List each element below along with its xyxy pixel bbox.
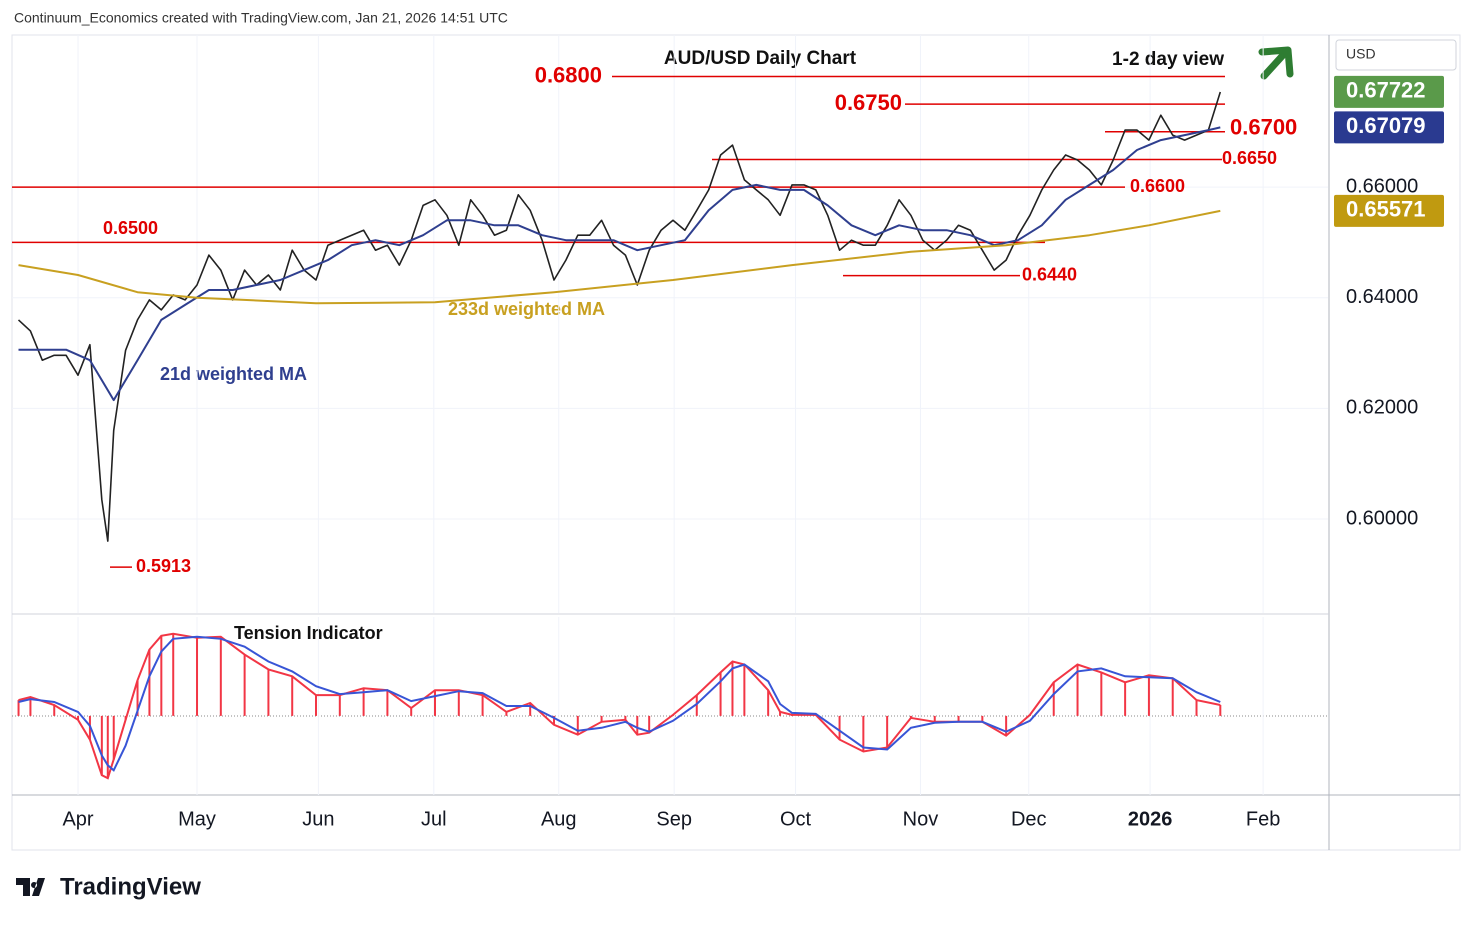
logo-text: TradingView	[60, 873, 201, 900]
y-tick-label: 0.60000	[1346, 507, 1418, 529]
x-tick-label: Nov	[903, 808, 939, 830]
currency: USD	[1346, 46, 1376, 62]
indicator-line	[18, 632, 1221, 780]
level-label: 0.6650	[1222, 148, 1277, 168]
x-tick-label: Jun	[302, 808, 334, 830]
tradingview-logo: TradingView	[16, 873, 201, 900]
chart-title: AUD/USD Daily Chart	[664, 48, 857, 69]
level-label: 0.6500	[103, 218, 158, 238]
price-tag-label: 0.67722	[1346, 78, 1426, 103]
x-tick-label: Sep	[656, 808, 692, 830]
ma21-label: 21d weighted MA	[160, 364, 307, 384]
x-tick-label: Feb	[1246, 808, 1280, 830]
price-tag	[1334, 194, 1444, 227]
indicator-line	[18, 635, 1221, 772]
level-label: 0.6800	[535, 62, 602, 87]
price-tag	[1334, 111, 1444, 144]
price-line	[17, 91, 1222, 542]
header: Continuum_Economics created with Trading…	[14, 10, 508, 26]
indicator-title: Tension Indicator	[234, 623, 383, 643]
view-arrow	[1258, 46, 1294, 80]
currency-box	[1335, 39, 1457, 71]
level-label: 0.6700	[1230, 115, 1297, 140]
level-label: 0.6750	[835, 90, 902, 115]
y-tick-label: 0.66000	[1346, 175, 1418, 197]
ma233-label: 233d weighted MA	[448, 299, 605, 319]
x-tick-label: Apr	[62, 808, 93, 830]
y-tick-label: 0.62000	[1346, 397, 1418, 419]
view-label: 1-2 day view	[1112, 49, 1224, 70]
price-tag-label: 0.65571	[1346, 197, 1426, 222]
price-tag-label: 0.67079	[1346, 113, 1426, 138]
x-tick-label: Dec	[1011, 808, 1047, 830]
level-label: 0.5913	[136, 556, 191, 576]
ma-line	[18, 209, 1221, 305]
frame	[11, 34, 1461, 851]
ma-line	[18, 126, 1221, 402]
level-label: 0.6600	[1130, 176, 1185, 196]
level-label: 0.6440	[1022, 264, 1077, 284]
x-tick-label: Jul	[421, 808, 447, 830]
x-tick-label: Aug	[541, 808, 577, 830]
y-tick-label: 0.64000	[1346, 286, 1418, 308]
price-tag	[1334, 75, 1444, 108]
x-tick-label: May	[178, 808, 216, 830]
x-tick-label: Oct	[780, 808, 812, 830]
x-tick-label: 2026	[1128, 808, 1173, 830]
